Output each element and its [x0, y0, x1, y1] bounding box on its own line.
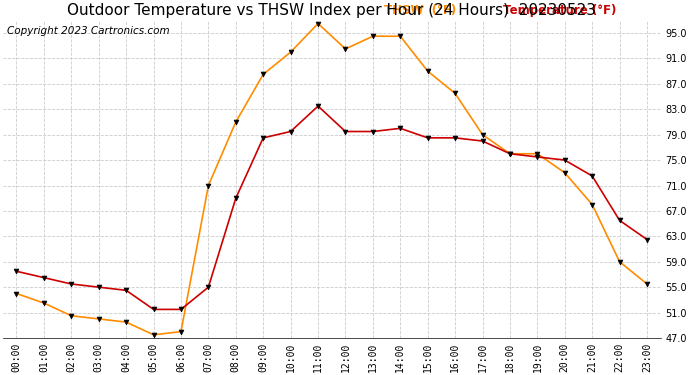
Title: Outdoor Temperature vs THSW Index per Hour (24 Hours)  20230523: Outdoor Temperature vs THSW Index per Ho…	[67, 3, 596, 18]
Text: Copyright 2023 Cartronics.com: Copyright 2023 Cartronics.com	[7, 26, 170, 36]
Text: Temperature (°F): Temperature (°F)	[503, 4, 616, 17]
Text: THSW  (°F): THSW (°F)	[384, 4, 457, 17]
